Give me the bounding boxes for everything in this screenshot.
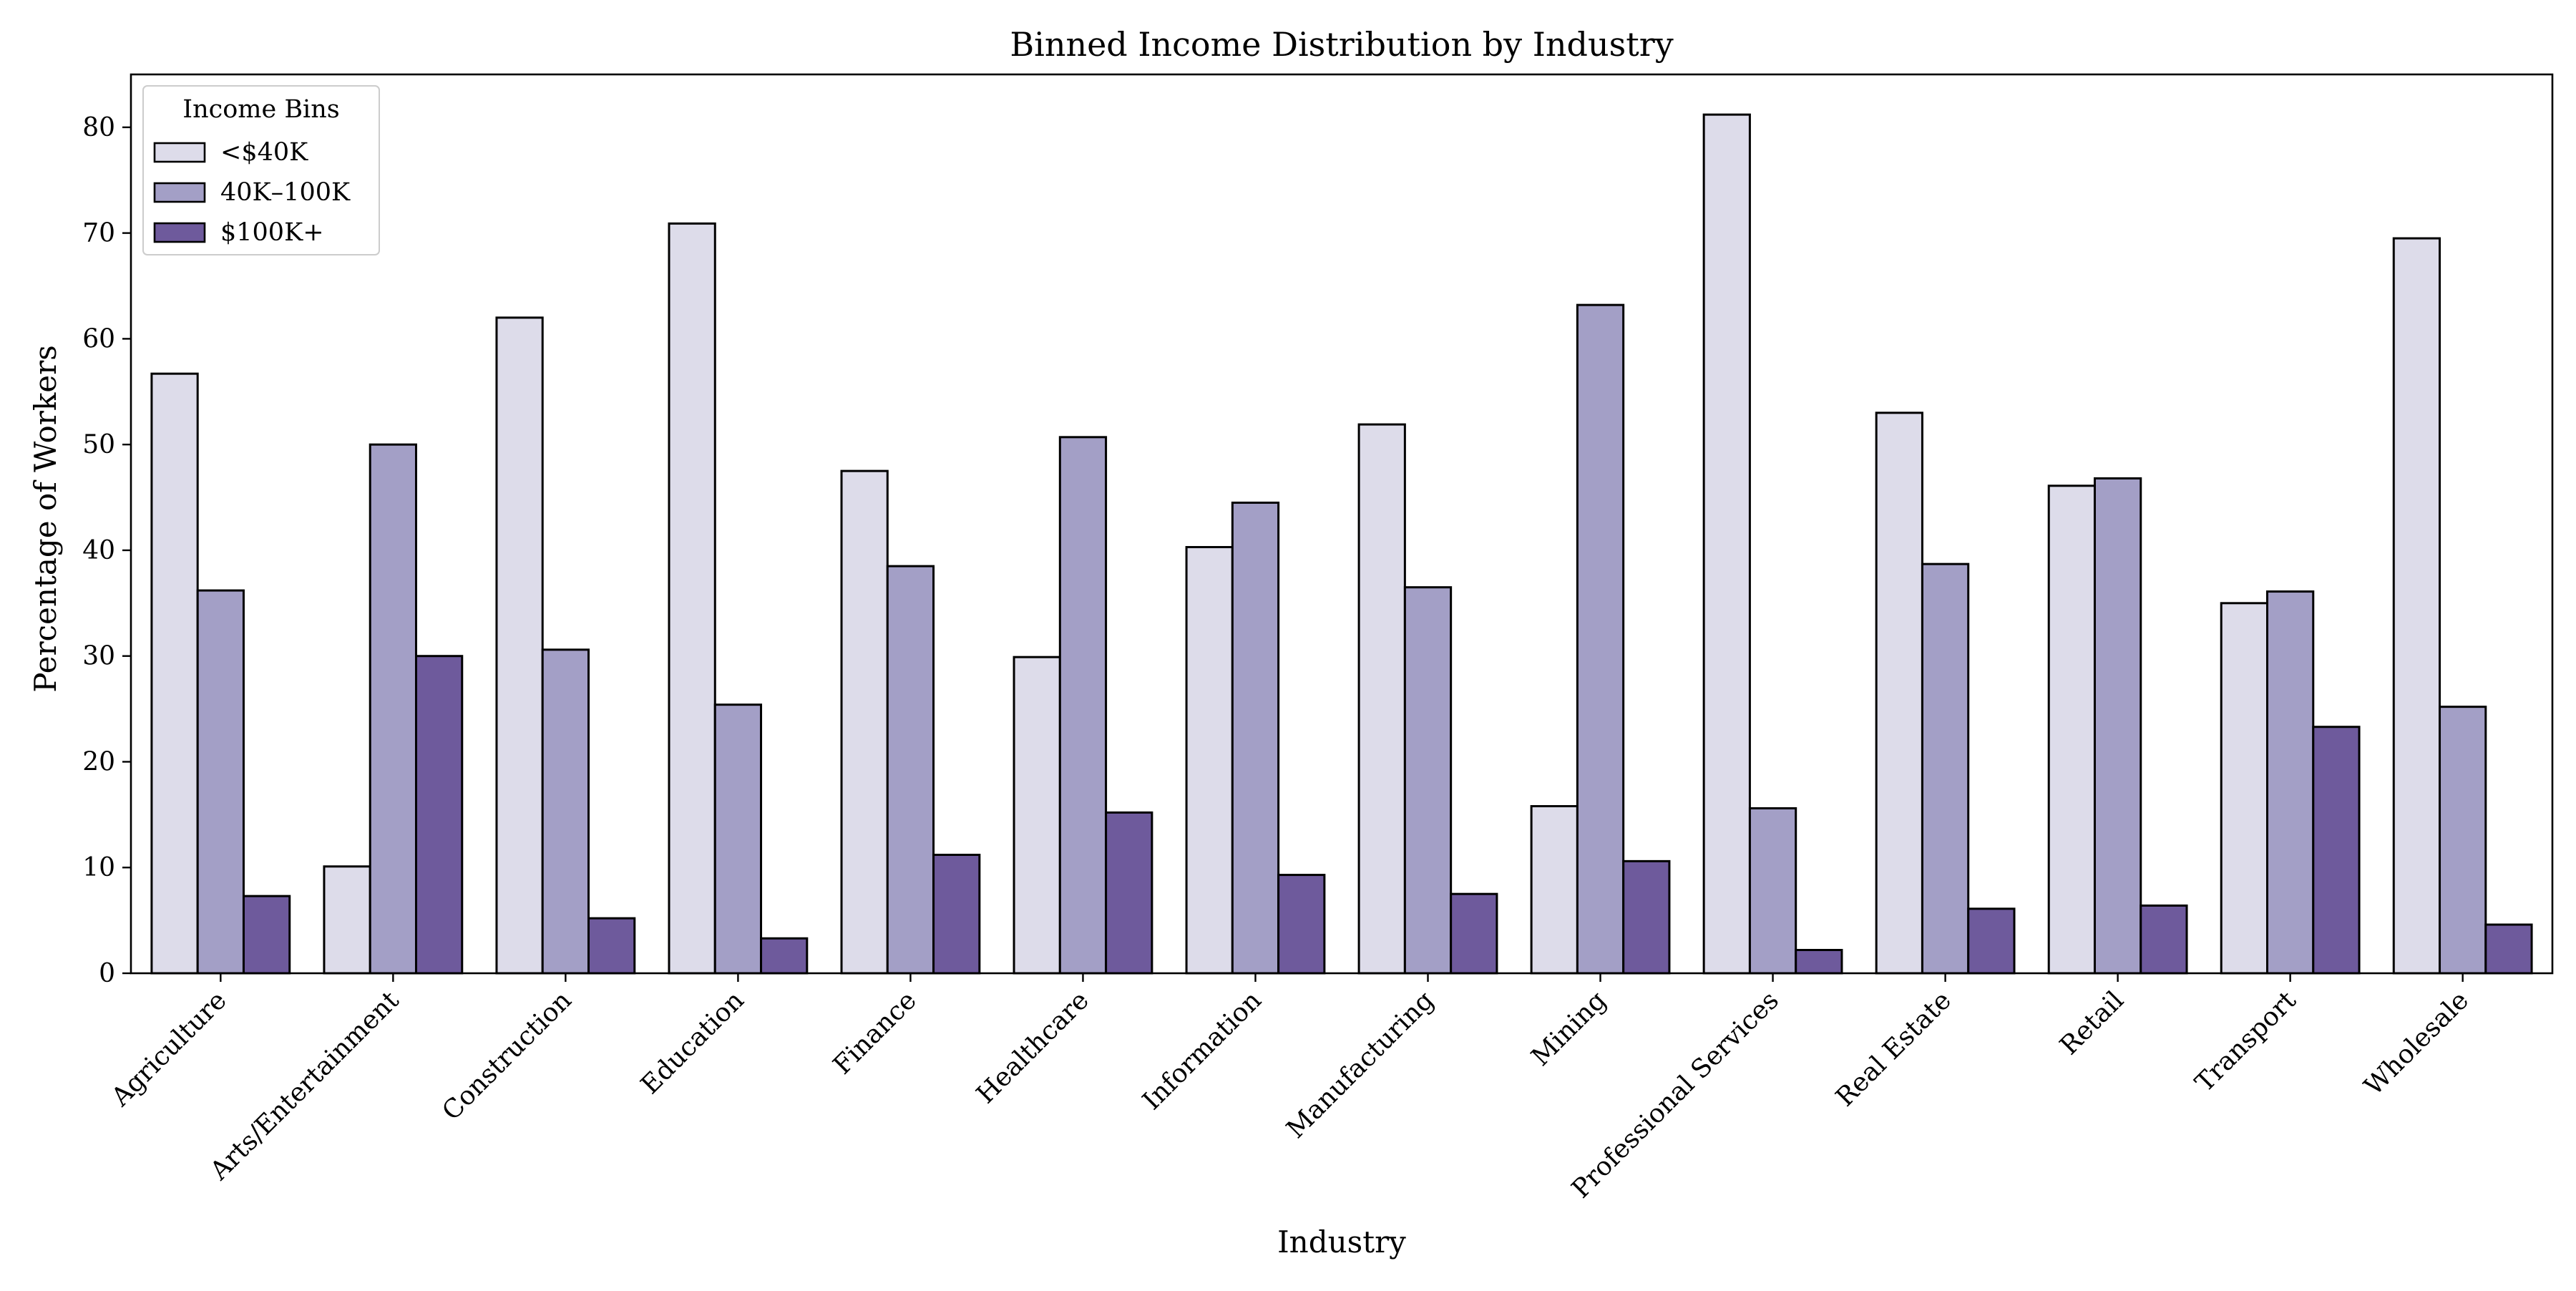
bar	[1921, 562, 1970, 975]
legend-label: 40K–100K	[220, 178, 351, 207]
legend-swatch	[153, 222, 206, 243]
y-axis: 0 10 20 30 40 50 60 70 80	[82, 113, 131, 988]
y-tick-label: 70	[82, 219, 115, 248]
bar	[2484, 923, 2533, 975]
y-tick-label: 30	[82, 642, 115, 671]
bar	[840, 469, 889, 975]
bar	[1357, 423, 1406, 975]
legend-box	[142, 85, 380, 255]
bar	[1277, 874, 1326, 975]
bar	[1875, 411, 1923, 975]
bar	[1795, 948, 1843, 975]
plot-frame	[130, 73, 2554, 975]
bar	[1231, 501, 1280, 975]
bar	[2140, 904, 2188, 975]
bar	[541, 648, 590, 975]
bar	[713, 703, 763, 975]
bars-layer	[150, 113, 2533, 975]
legend-swatch	[153, 142, 206, 163]
bar	[2093, 477, 2142, 975]
bar	[668, 222, 716, 975]
bar	[1622, 859, 1671, 975]
legend-label: $100K+	[220, 218, 324, 247]
bar	[150, 372, 199, 975]
legend-swatch	[153, 182, 206, 203]
x-axis-title: Industry	[1277, 1224, 1406, 1260]
bar	[932, 854, 981, 975]
y-tick-label: 10	[82, 853, 115, 882]
bar	[1058, 436, 1108, 975]
bar	[369, 443, 417, 975]
bar	[1403, 586, 1453, 975]
y-tick-label: 50	[82, 430, 115, 459]
bar	[242, 895, 291, 975]
bar	[886, 565, 935, 975]
legend-title: Income Bins	[182, 95, 340, 124]
legend-label: <$40K	[220, 138, 308, 167]
bar	[196, 589, 245, 975]
y-tick-label: 80	[82, 113, 115, 142]
bar	[323, 865, 371, 975]
bar	[2047, 484, 2096, 975]
bar	[1013, 656, 1061, 975]
bar	[2266, 590, 2315, 975]
bar	[1576, 303, 1625, 975]
bar	[1530, 805, 1579, 975]
y-tick-label: 0	[99, 959, 115, 988]
bar	[1967, 907, 2016, 975]
bar	[495, 316, 544, 975]
bar	[2439, 706, 2487, 975]
bar	[2392, 237, 2441, 975]
y-tick-label: 40	[82, 536, 115, 565]
bar	[1702, 113, 1751, 975]
bar	[2312, 726, 2361, 975]
y-tick-label: 60	[82, 324, 115, 354]
bar	[1450, 892, 1498, 975]
bar	[1748, 807, 1797, 975]
bar	[1185, 546, 1234, 975]
legend: Income Bins <$40K 40K–100K $100K+	[142, 85, 380, 255]
bar	[415, 655, 464, 975]
y-axis-title: Percentage of Workers	[28, 345, 63, 693]
bar	[2220, 602, 2268, 975]
y-tick-label: 20	[82, 747, 115, 776]
bar	[587, 917, 636, 975]
bar	[1105, 811, 1153, 975]
chart-title: Binned Income Distribution by Industry	[1010, 25, 1673, 64]
bar	[760, 937, 809, 975]
